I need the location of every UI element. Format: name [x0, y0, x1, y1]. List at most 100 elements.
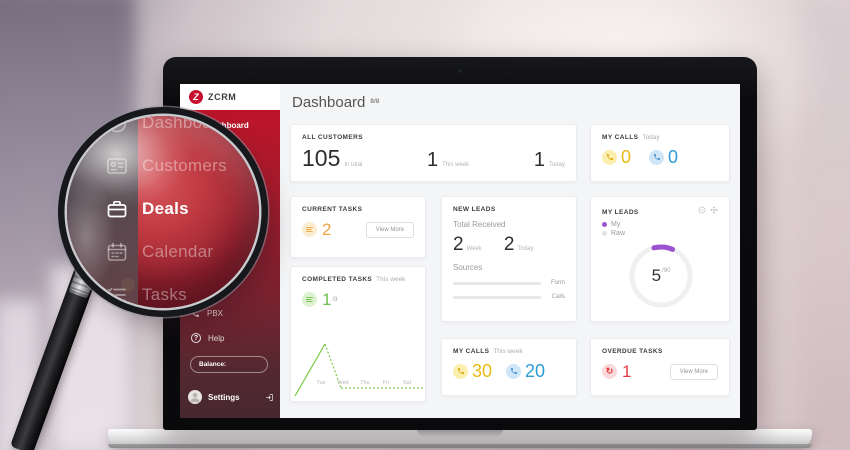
avatar — [188, 390, 202, 404]
laptop-camera — [458, 69, 462, 73]
leads-week-value: 2 — [453, 234, 464, 255]
source-name: Form — [551, 280, 565, 286]
chart-tick: Sat — [403, 380, 412, 386]
card-title: CURRENT TASKS — [302, 206, 363, 213]
card-completed-tasks: COMPLETED TASKS This week 1 /3 Tue Wed T… — [290, 266, 426, 402]
sources-label: Sources — [453, 263, 483, 272]
incoming-calls: 0 — [649, 148, 678, 166]
sidebar-item-pbx[interactable]: PBX — [180, 302, 280, 324]
stat-in-total: 105 In total — [302, 147, 362, 170]
card-my-calls-week: MY CALLS This week 30 20 — [441, 338, 577, 396]
sidebar-item-help[interactable]: ? Help — [180, 327, 280, 349]
leads-gauge: 5 /90 — [628, 243, 694, 309]
phone-incoming-icon — [649, 149, 665, 165]
settings-row[interactable]: Settings — [188, 387, 274, 407]
incoming-calls: 20 — [506, 362, 545, 380]
view-more-button[interactable]: View More — [365, 221, 414, 238]
briefcase-icon — [105, 197, 129, 221]
chart-tick: Tue — [316, 380, 325, 386]
laptop-base — [108, 429, 812, 448]
magnified-item-deals[interactable]: Deals — [105, 194, 255, 224]
total-received-label: Total Received — [453, 220, 506, 229]
outgoing-calls: 30 — [453, 362, 492, 380]
sidebar-item-label: Help — [208, 333, 225, 343]
legend-label: Raw — [611, 230, 626, 237]
legend-dot-my — [602, 222, 607, 227]
outgoing-calls: 0 — [602, 148, 631, 166]
legend-my: My — [602, 221, 718, 228]
leads-week-label: Week — [466, 246, 482, 252]
card-period: This week — [493, 348, 523, 355]
laptop-base-notch — [417, 429, 503, 437]
overdue-tasks-icon: ↻ — [602, 364, 617, 379]
page-meta: 8/8 — [370, 98, 380, 105]
settings-label: Settings — [208, 392, 240, 402]
magnified-item-label: Customers — [142, 156, 227, 175]
card-period: Today — [642, 134, 660, 141]
overdue-count: 1 — [622, 362, 632, 381]
source-bar — [453, 281, 541, 285]
card-overdue-tasks: OVERDUE TASKS ↻ 1 View More — [590, 338, 730, 396]
magnified-item-calendar[interactable]: Calendar — [105, 237, 255, 267]
sidebar-item-label: PBX — [207, 308, 224, 318]
magnified-item-label: Dashboard — [142, 116, 228, 132]
magnified-item-customers[interactable]: Customers — [105, 151, 255, 181]
chart-tick: Fri — [383, 380, 389, 386]
outgoing-count: 30 — [472, 361, 493, 381]
card-new-leads: NEW LEADS Total Received 2 Week 2 Today … — [441, 196, 577, 322]
card-title: MY CALLS — [602, 134, 639, 141]
completed-tasks-chart: Tue Wed Thu Fri Sat — [294, 343, 424, 397]
completed-max: /3 — [332, 296, 338, 303]
view-more-button[interactable]: View More — [669, 363, 718, 380]
sidebar-header: Z ZCRM — [180, 84, 280, 110]
completed-tasks-icon — [302, 292, 317, 307]
gauge-value: 5 — [651, 266, 662, 285]
magnified-item-dashboard[interactable]: Dashboard — [105, 116, 255, 138]
dashboard-main: Dashboard 8/8 ALL CUSTOMERS 105 In total… — [280, 84, 740, 418]
help-icon: ? — [191, 333, 201, 343]
magnifying-glass: Dashboard Customers Deals Calendar — [10, 105, 270, 450]
current-tasks-count: 2 — [322, 220, 332, 239]
leads-week: 2 Week — [453, 235, 482, 254]
card-my-leads: MY LEADS My Raw — [590, 196, 730, 322]
page-header: Dashboard 8/8 — [292, 94, 379, 111]
magnified-item-label: Tasks — [142, 285, 187, 304]
magnified-item-tasks[interactable]: Tasks — [105, 278, 255, 308]
phone-outgoing-icon — [602, 149, 617, 165]
collapse-icon[interactable] — [698, 206, 706, 214]
brand-name: ZCRM — [208, 92, 237, 102]
stat-this-week: 1 This week — [427, 150, 469, 170]
page-title: Dashboard — [292, 94, 366, 111]
outgoing-count: 0 — [621, 147, 632, 167]
card-title: NEW LEADS — [453, 206, 496, 213]
balance-field[interactable]: Balance: — [190, 356, 268, 373]
source-name: Calls — [551, 294, 565, 300]
chart-tick: Wed — [337, 380, 348, 386]
magnifier-lens: Dashboard Customers Deals Calendar — [67, 116, 259, 308]
completed-count: 1 — [322, 290, 332, 309]
chart-tick: Thu — [360, 380, 369, 386]
current-tasks-icon — [302, 222, 317, 237]
leads-today-value: 2 — [503, 234, 515, 255]
source-row-calls: Calls — [453, 294, 565, 300]
card-all-customers: ALL CUSTOMERS 105 In total 1 This week 1… — [290, 124, 577, 182]
magnified-item-label: Deals — [142, 199, 189, 218]
tasks-icon — [105, 278, 135, 307]
card-title: MY LEADS — [602, 209, 639, 216]
card-current-tasks: CURRENT TASKS 2 View More — [290, 196, 426, 258]
leads-today: 2 Today — [504, 235, 534, 254]
legend-label: My — [611, 221, 621, 228]
stat-value: 1 — [427, 149, 439, 171]
incoming-count: 0 — [668, 147, 679, 167]
move-icon[interactable] — [710, 206, 718, 214]
stat-value: 105 — [302, 145, 341, 171]
card-my-calls-today: MY CALLS Today 0 0 — [590, 124, 730, 182]
legend-dot-raw — [602, 231, 607, 236]
legend-raw: Raw — [602, 230, 718, 237]
logout-icon[interactable] — [265, 393, 274, 402]
brand-logo-icon: Z — [189, 90, 203, 104]
magnified-item-label: Calendar — [142, 242, 214, 261]
stat-today: 1 Today — [534, 150, 565, 170]
card-title: MY CALLS — [453, 348, 490, 355]
